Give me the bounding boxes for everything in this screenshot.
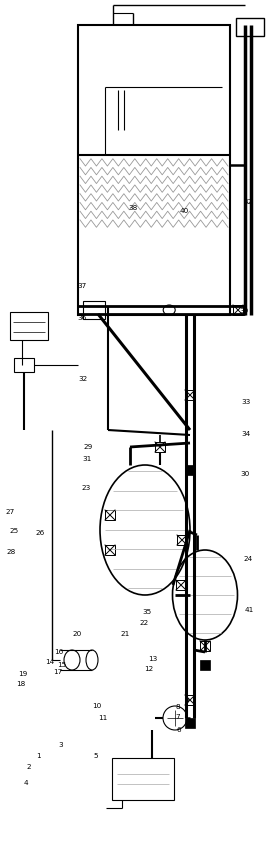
Text: 31: 31	[83, 456, 92, 462]
Text: 24: 24	[244, 556, 253, 562]
Text: 23: 23	[81, 484, 90, 491]
Text: 17: 17	[53, 668, 62, 675]
Text: 20: 20	[72, 630, 81, 637]
Text: 16: 16	[55, 649, 64, 656]
Text: 22: 22	[139, 620, 148, 627]
Bar	[185, 718, 195, 728]
Bar	[155, 442, 165, 452]
Text: 7: 7	[175, 714, 180, 721]
Text: 5: 5	[94, 752, 99, 759]
Text: 3: 3	[59, 742, 64, 749]
Text: 29: 29	[83, 444, 93, 451]
Text: 42: 42	[244, 198, 253, 205]
Text: 6: 6	[176, 727, 181, 734]
Bar	[236, 18, 264, 36]
Bar	[105, 545, 115, 555]
Text: 14: 14	[45, 659, 54, 666]
Bar	[233, 305, 243, 315]
Text: 19: 19	[18, 671, 27, 678]
Bar	[200, 641, 210, 651]
Text: 4: 4	[24, 779, 29, 786]
Text: 38: 38	[129, 204, 138, 211]
Text: 41: 41	[245, 606, 254, 613]
Text: 10: 10	[92, 702, 102, 709]
Text: 28: 28	[6, 549, 15, 556]
Text: 30: 30	[241, 471, 250, 478]
Text: 27: 27	[5, 509, 14, 516]
Text: 15: 15	[57, 662, 67, 668]
Text: 25: 25	[9, 528, 18, 534]
Text: 12: 12	[144, 666, 153, 673]
Text: 8: 8	[175, 704, 180, 711]
Text: 2: 2	[27, 763, 31, 770]
Text: 37: 37	[78, 283, 87, 290]
Text: 39: 39	[239, 307, 249, 314]
Text: 32: 32	[78, 376, 88, 383]
Bar	[177, 535, 187, 545]
Text: 18: 18	[16, 681, 25, 688]
Text: 21: 21	[120, 630, 130, 637]
Bar	[105, 510, 115, 520]
Bar	[200, 660, 210, 670]
Bar	[10, 312, 48, 340]
Text: 33: 33	[241, 399, 251, 406]
Bar	[14, 358, 34, 372]
Bar	[185, 390, 195, 400]
Text: 11: 11	[99, 715, 108, 722]
Bar	[185, 695, 195, 705]
Text: 13: 13	[148, 656, 158, 662]
Text: 26: 26	[36, 529, 45, 536]
Bar	[176, 580, 186, 590]
Text: 9: 9	[185, 698, 190, 705]
Text: 35: 35	[142, 608, 151, 615]
Bar	[112, 758, 174, 800]
Text: 36: 36	[78, 314, 87, 321]
Bar	[185, 465, 195, 475]
Text: 1: 1	[36, 753, 41, 760]
Bar	[78, 25, 230, 315]
Bar	[83, 301, 105, 319]
Text: 34: 34	[241, 430, 251, 437]
Text: 40: 40	[180, 208, 189, 214]
